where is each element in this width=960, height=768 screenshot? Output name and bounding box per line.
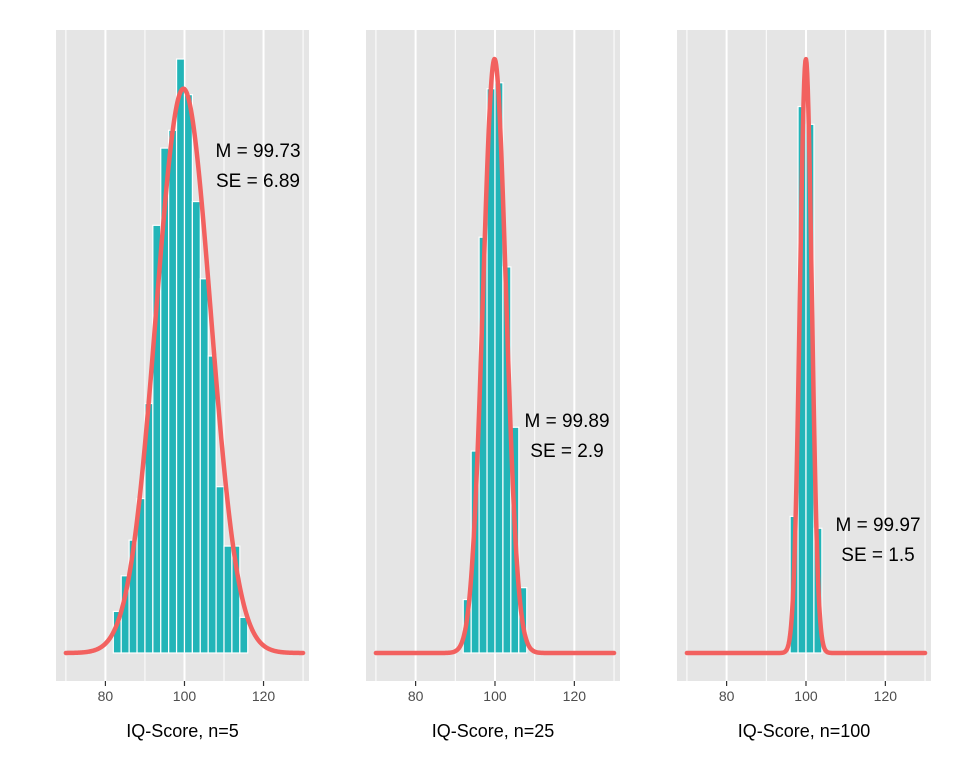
se-annotation: SE = 2.9 [530, 441, 603, 462]
x-tick-label: 120 [252, 688, 276, 704]
mean-annotation: M = 99.97 [835, 515, 920, 536]
histogram-bar [175, 58, 186, 654]
x-axis-title: IQ-Score, n=100 [738, 721, 871, 741]
histogram-bar [231, 545, 241, 654]
histogram-bar [191, 200, 201, 654]
x-tick-label: 100 [794, 688, 818, 704]
x-tick-label: 80 [408, 688, 424, 704]
x-tick-label: 80 [98, 688, 114, 704]
se-annotation: SE = 1.5 [841, 545, 914, 566]
panel-3: 80 100 120 IQ-Score, n=100 M = 99.97 SE = 1.5 [677, 30, 931, 741]
panel-1: 80 100 120 IQ-Score, n=5 M = 99.73 SE = 6.89 [56, 30, 309, 741]
normal-curve [63, 86, 306, 656]
histogram-bar [207, 355, 217, 654]
x-tick-label: 100 [173, 688, 197, 704]
se-annotation: SE = 6.89 [216, 171, 300, 192]
x-tick-label: 120 [563, 688, 587, 704]
histogram-bar [183, 94, 193, 654]
x-tick-label: 80 [719, 688, 735, 704]
histogram-bar [215, 486, 225, 654]
mean-annotation: M = 99.89 [524, 411, 609, 432]
normal-curve [684, 56, 928, 656]
mean-annotation: M = 99.73 [215, 141, 300, 162]
x-axis-title: IQ-Score, n=5 [126, 721, 239, 741]
panel-2: 80 100 120 IQ-Score, n=25 M = 99.89 SE = 2.9 [366, 30, 620, 741]
x-tick-label: 120 [874, 688, 898, 704]
x-axis-title: IQ-Score, n=25 [432, 721, 555, 741]
normal-curve [373, 56, 617, 656]
histogram-bar [239, 616, 249, 654]
x-tick-label: 100 [483, 688, 507, 704]
histogram-bar [223, 545, 233, 654]
histogram-bar [199, 278, 209, 654]
histogram-bar [168, 129, 178, 654]
